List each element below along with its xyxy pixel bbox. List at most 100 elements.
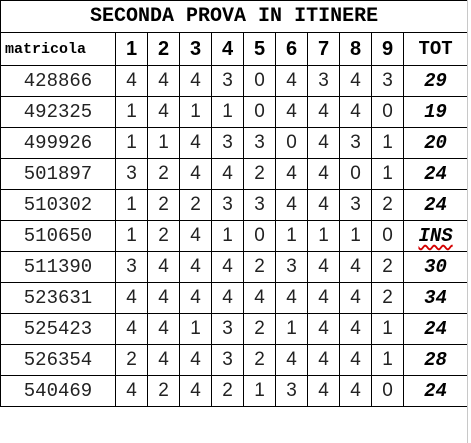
score-cell[interactable]: 2	[243, 158, 276, 190]
total-cell[interactable]: 20	[402, 127, 469, 159]
matricola-cell[interactable]: 492325	[0, 96, 116, 128]
header-matricola[interactable]: matricola	[0, 32, 116, 66]
score-cell[interactable]: 1	[115, 127, 148, 159]
score-cell[interactable]: 4	[339, 313, 372, 345]
score-cell[interactable]: 3	[211, 313, 244, 345]
score-cell[interactable]: 4	[179, 282, 212, 314]
score-cell[interactable]: 4	[179, 375, 212, 407]
matricola-cell[interactable]: 523631	[0, 282, 116, 314]
matricola-cell[interactable]: 525423	[0, 313, 116, 345]
score-cell[interactable]: 4	[147, 344, 180, 376]
total-cell[interactable]: 19	[402, 96, 469, 128]
score-cell[interactable]: 4	[339, 96, 372, 128]
score-cell[interactable]: 2	[371, 189, 404, 221]
score-cell[interactable]: 1	[371, 313, 404, 345]
score-cell[interactable]: 1	[339, 220, 372, 252]
score-cell[interactable]: 2	[243, 344, 276, 376]
score-cell[interactable]: 4	[339, 251, 372, 283]
score-cell[interactable]: 4	[275, 158, 308, 190]
total-cell[interactable]: 24	[402, 375, 469, 407]
score-cell[interactable]: 3	[211, 189, 244, 221]
score-cell[interactable]: 0	[371, 220, 404, 252]
score-cell[interactable]: 3	[275, 251, 308, 283]
score-cell[interactable]: 1	[211, 220, 244, 252]
score-cell[interactable]: 4	[179, 251, 212, 283]
total-cell[interactable]: INS	[402, 220, 469, 252]
score-cell[interactable]: 4	[307, 96, 340, 128]
header-question-4[interactable]: 4	[211, 32, 244, 66]
score-cell[interactable]: 4	[115, 282, 148, 314]
score-cell[interactable]: 3	[211, 344, 244, 376]
score-cell[interactable]: 4	[179, 158, 212, 190]
score-cell[interactable]: 4	[147, 251, 180, 283]
page-title[interactable]: SECONDA PROVA IN ITINERE	[0, 0, 469, 33]
score-cell[interactable]: 3	[211, 127, 244, 159]
score-cell[interactable]: 4	[211, 282, 244, 314]
score-cell[interactable]: 3	[307, 65, 340, 97]
score-cell[interactable]: 3	[339, 189, 372, 221]
matricola-cell[interactable]: 428866	[0, 65, 116, 97]
score-cell[interactable]: 4	[307, 344, 340, 376]
score-cell[interactable]: 4	[275, 189, 308, 221]
score-cell[interactable]: 2	[147, 189, 180, 221]
header-question-8[interactable]: 8	[339, 32, 372, 66]
header-question-2[interactable]: 2	[147, 32, 180, 66]
matricola-cell[interactable]: 540469	[0, 375, 116, 407]
score-cell[interactable]: 4	[339, 282, 372, 314]
score-cell[interactable]: 4	[307, 313, 340, 345]
score-cell[interactable]: 4	[307, 375, 340, 407]
total-cell[interactable]: 28	[402, 344, 469, 376]
score-cell[interactable]: 4	[179, 65, 212, 97]
score-cell[interactable]: 2	[371, 282, 404, 314]
score-cell[interactable]: 4	[307, 251, 340, 283]
score-cell[interactable]: 1	[115, 220, 148, 252]
matricola-cell[interactable]: 526354	[0, 344, 116, 376]
score-cell[interactable]: 4	[115, 65, 148, 97]
matricola-cell[interactable]: 511390	[0, 251, 116, 283]
score-cell[interactable]: 3	[115, 251, 148, 283]
score-cell[interactable]: 2	[147, 220, 180, 252]
score-cell[interactable]: 3	[243, 127, 276, 159]
total-cell[interactable]: 29	[402, 65, 469, 97]
score-cell[interactable]: 4	[307, 189, 340, 221]
score-cell[interactable]: 0	[339, 158, 372, 190]
score-cell[interactable]: 3	[371, 65, 404, 97]
score-cell[interactable]: 4	[275, 65, 308, 97]
matricola-cell[interactable]: 499926	[0, 127, 116, 159]
header-question-1[interactable]: 1	[115, 32, 148, 66]
matricola-cell[interactable]: 510302	[0, 189, 116, 221]
score-cell[interactable]: 4	[339, 375, 372, 407]
score-cell[interactable]: 3	[211, 65, 244, 97]
score-cell[interactable]: 4	[307, 282, 340, 314]
score-cell[interactable]: 4	[339, 65, 372, 97]
score-cell[interactable]: 3	[339, 127, 372, 159]
score-cell[interactable]: 4	[115, 375, 148, 407]
score-cell[interactable]: 0	[371, 375, 404, 407]
score-cell[interactable]: 4	[275, 344, 308, 376]
score-cell[interactable]: 0	[243, 96, 276, 128]
score-cell[interactable]: 2	[243, 251, 276, 283]
matricola-cell[interactable]: 510650	[0, 220, 116, 252]
score-cell[interactable]: 1	[179, 313, 212, 345]
score-cell[interactable]: 4	[179, 344, 212, 376]
header-question-6[interactable]: 6	[275, 32, 308, 66]
matricola-cell[interactable]: 501897	[0, 158, 116, 190]
score-cell[interactable]: 3	[115, 158, 148, 190]
score-cell[interactable]: 4	[243, 282, 276, 314]
score-cell[interactable]: 4	[179, 220, 212, 252]
header-question-3[interactable]: 3	[179, 32, 212, 66]
score-cell[interactable]: 4	[147, 65, 180, 97]
total-cell[interactable]: 24	[402, 313, 469, 345]
score-cell[interactable]: 1	[147, 127, 180, 159]
score-cell[interactable]: 3	[275, 375, 308, 407]
score-cell[interactable]: 2	[115, 344, 148, 376]
score-cell[interactable]: 4	[147, 313, 180, 345]
score-cell[interactable]: 4	[307, 158, 340, 190]
score-cell[interactable]: 2	[211, 375, 244, 407]
header-question-7[interactable]: 7	[307, 32, 340, 66]
score-cell[interactable]: 4	[275, 282, 308, 314]
score-cell[interactable]: 1	[115, 189, 148, 221]
total-cell[interactable]: 30	[402, 251, 469, 283]
score-cell[interactable]: 1	[371, 127, 404, 159]
score-cell[interactable]: 3	[243, 189, 276, 221]
